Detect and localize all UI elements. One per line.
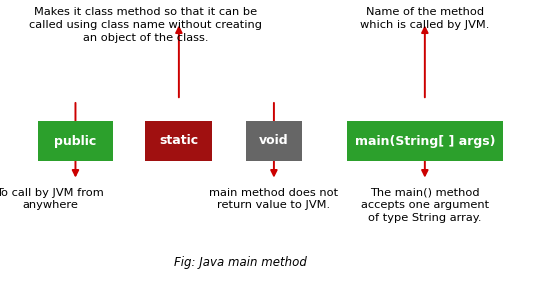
Text: To call by JVM from
anywhere: To call by JVM from anywhere xyxy=(0,188,104,210)
Text: Name of the method
which is called by JVM.: Name of the method which is called by JV… xyxy=(360,7,490,30)
Text: main(String[ ] args): main(String[ ] args) xyxy=(354,135,495,147)
FancyBboxPatch shape xyxy=(246,121,302,161)
Text: public: public xyxy=(54,135,97,147)
FancyBboxPatch shape xyxy=(38,121,113,161)
Text: void: void xyxy=(259,135,288,147)
Text: Makes it class method so that it can be
called using class name without creating: Makes it class method so that it can be … xyxy=(29,7,262,43)
FancyBboxPatch shape xyxy=(145,121,212,161)
Text: Fig: Java main method: Fig: Java main method xyxy=(174,256,307,269)
FancyBboxPatch shape xyxy=(347,121,503,161)
Text: The main() method
accepts one argument
of type String array.: The main() method accepts one argument o… xyxy=(361,188,489,223)
Text: main method does not
return value to JVM.: main method does not return value to JVM… xyxy=(210,188,338,210)
Text: static: static xyxy=(159,135,198,147)
